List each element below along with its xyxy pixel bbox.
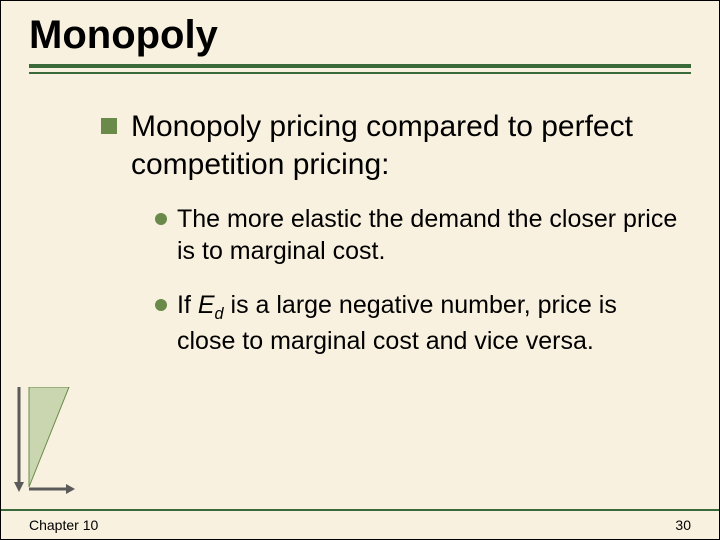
level1-text: Monopoly pricing compared to perfect com… xyxy=(131,108,679,183)
e-symbol: E xyxy=(198,291,215,319)
arrow-down-icon xyxy=(14,482,24,492)
decoration-svg xyxy=(11,387,83,497)
e-subscript: d xyxy=(215,305,224,323)
content-area: Monopoly pricing compared to perfect com… xyxy=(1,74,719,357)
footer-page-number: 30 xyxy=(675,517,691,533)
footer: Chapter 10 30 xyxy=(1,509,719,539)
bullet-level2-item: If Ed is a large negative number, price … xyxy=(155,289,679,357)
slide-title: Monopoly xyxy=(1,1,719,62)
bullet-level2-item: The more elastic the demand the closer p… xyxy=(155,203,679,267)
arrow-right-icon xyxy=(66,484,75,494)
level2-text-1: The more elastic the demand the closer p… xyxy=(177,203,679,267)
bullet2-prefix: If xyxy=(177,291,198,319)
title-rule-thick xyxy=(29,64,691,68)
square-bullet-icon xyxy=(101,118,117,134)
slide: Monopoly Monopoly pricing compared to pe… xyxy=(1,1,719,539)
level2-text-2: If Ed is a large negative number, price … xyxy=(177,289,679,357)
bullet-level1: Monopoly pricing compared to perfect com… xyxy=(101,108,679,183)
corner-decoration xyxy=(11,387,83,497)
triangle-icon xyxy=(29,387,69,487)
dot-bullet-icon xyxy=(155,213,167,225)
footer-chapter: Chapter 10 xyxy=(29,517,98,533)
dot-bullet-icon xyxy=(155,299,167,311)
bullet2-suffix: is a large negative number, price is clo… xyxy=(177,291,617,355)
